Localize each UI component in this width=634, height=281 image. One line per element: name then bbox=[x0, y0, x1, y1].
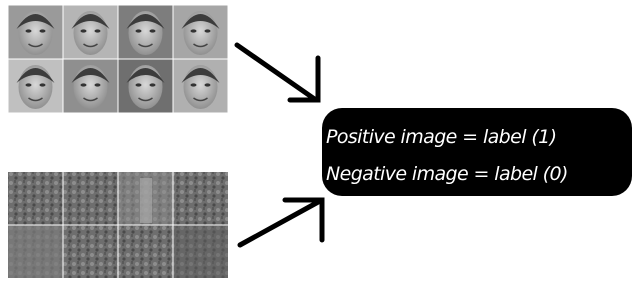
eye bbox=[150, 83, 156, 86]
negative-tile bbox=[8, 225, 63, 278]
eye bbox=[205, 29, 211, 32]
eye bbox=[191, 83, 197, 86]
arrows bbox=[237, 45, 322, 245]
negative-tile bbox=[173, 225, 228, 278]
negative-images bbox=[8, 172, 228, 278]
eye bbox=[81, 29, 87, 32]
eye bbox=[40, 29, 46, 32]
eye bbox=[26, 29, 32, 32]
eye bbox=[150, 29, 156, 32]
negative-tile bbox=[140, 178, 152, 223]
eye bbox=[26, 83, 32, 86]
label-line: Negative image = label (0) bbox=[326, 163, 568, 185]
eye bbox=[136, 29, 142, 32]
eye bbox=[205, 83, 211, 86]
eye bbox=[81, 83, 87, 86]
eye bbox=[191, 29, 197, 32]
positive-images bbox=[9, 6, 228, 113]
arrow-line bbox=[237, 45, 316, 100]
eye bbox=[95, 29, 101, 32]
eye bbox=[95, 83, 101, 86]
arrow-line bbox=[240, 201, 320, 245]
eye bbox=[40, 83, 46, 86]
eye bbox=[136, 83, 142, 86]
label-line: Positive image = label (1) bbox=[326, 126, 556, 148]
diagram: Positive image = label (1) Negative imag… bbox=[0, 0, 634, 281]
page: Positive image = label (1) Negative imag… bbox=[0, 0, 634, 281]
